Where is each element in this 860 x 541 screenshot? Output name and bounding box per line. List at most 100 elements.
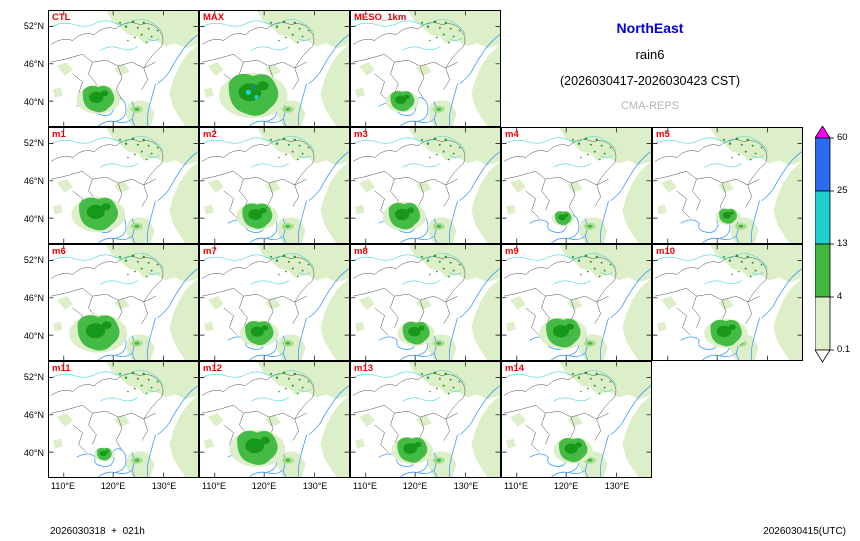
map-graphic — [351, 11, 500, 126]
y-axis-label: 40°N — [23, 330, 44, 341]
precip-blob — [553, 437, 593, 464]
x-axis-label: 130°E — [151, 481, 177, 491]
precip-blob — [76, 85, 121, 114]
map-panel-MAX: MAX — [199, 10, 350, 127]
colorbar-tick-label: 25 — [837, 185, 848, 196]
footer-valid-times: 2026030415(UTC) 2026030423(CST) — [763, 497, 846, 541]
precip-blob — [715, 208, 741, 225]
y-axis-label: 40°N — [23, 447, 44, 458]
x-axis-label: 120°E — [251, 481, 277, 491]
panel-label: m4 — [505, 129, 519, 140]
map-panel-m13: m13 — [350, 361, 501, 478]
map-panel-m9: m9 — [501, 244, 652, 361]
y-axis-label: 52°N — [23, 20, 44, 31]
map-graphic — [351, 128, 500, 243]
map-panel-m3: m3 — [350, 127, 501, 244]
y-axis-label: 52°N — [23, 371, 44, 382]
valid-period: (2026030417-2026030423 CST) — [560, 74, 740, 88]
map-panel-m12: m12 — [199, 361, 350, 478]
precip-blob — [397, 321, 435, 346]
y-axis-label: 46°N — [23, 58, 44, 69]
precip-blob — [69, 314, 128, 353]
x-axis-label: 130°E — [453, 481, 479, 491]
panel-label: MAX — [203, 12, 225, 23]
map-panel-m2: m2 — [199, 127, 350, 244]
precip-blob — [219, 72, 288, 119]
panel-label: m5 — [656, 129, 670, 140]
precip-blob — [539, 317, 588, 350]
map-panel-m4: m4 — [501, 127, 652, 244]
y-axis-label: 52°N — [23, 137, 44, 148]
valid-time-utc: 2026030415(UTC) — [763, 526, 846, 537]
panel-label: m2 — [203, 129, 217, 140]
panel-label: m8 — [354, 246, 368, 257]
x-axis-label: 120°E — [100, 481, 126, 491]
model-name: CMA-REPS — [620, 100, 680, 112]
map-panel-CTL: CTL — [48, 10, 199, 127]
panel-label: m9 — [505, 246, 519, 257]
map-graphic — [200, 128, 349, 243]
panel-label: m6 — [52, 246, 66, 257]
map-graphic — [200, 362, 349, 477]
map-graphic — [49, 11, 198, 126]
map-graphic — [200, 245, 349, 360]
y-axis-label: 46°N — [23, 409, 44, 420]
map-panel-MESO_1km: MESO_1km — [350, 10, 501, 127]
x-axis-label: 110°E — [202, 481, 226, 491]
y-axis-label: 40°N — [23, 213, 44, 224]
panel-label: m12 — [203, 363, 223, 374]
y-axis-label: 40°N — [23, 96, 44, 107]
map-panel-m11: m11 — [48, 361, 199, 478]
colorbar-graphic — [814, 125, 834, 363]
panel-label: m1 — [52, 129, 66, 140]
colorbar: 60 25 13 4 0.1 — [814, 125, 860, 370]
colorbar-tick-label: 0.1 — [837, 344, 851, 355]
map-panel-m14: m14 — [501, 361, 652, 478]
map-graphic — [200, 11, 349, 126]
precip-blob — [239, 320, 279, 347]
panel-label: CTL — [52, 12, 71, 23]
map-graphic — [49, 362, 198, 477]
map-panel-m6: m6 — [48, 244, 199, 361]
precip-blob — [71, 196, 126, 233]
x-axis-label: 110°E — [353, 481, 377, 491]
map-panel-m7: m7 — [199, 244, 350, 361]
footer-init-times: 2026030318 + 021h 2026030402 + 021h — [50, 497, 145, 541]
map-graphic — [351, 245, 500, 360]
map-panel-m8: m8 — [350, 244, 501, 361]
panel-label: m13 — [354, 363, 374, 374]
panel-label: m11 — [52, 363, 71, 374]
x-axis-label: 130°E — [302, 481, 328, 491]
map-panel-m1: m1 — [48, 127, 199, 244]
map-graphic — [49, 128, 198, 243]
panel-label: MESO_1km — [354, 12, 407, 23]
init-time-line-1: 2026030318 + 021h — [50, 526, 145, 537]
x-axis-label: 110°E — [51, 481, 75, 491]
map-graphic — [502, 362, 651, 477]
title-block: NorthEast rain6 (2026030417-2026030423 C… — [540, 20, 760, 112]
precip-blob — [704, 319, 748, 348]
map-graphic — [351, 362, 500, 477]
variable-name: rain6 — [635, 47, 665, 62]
map-panel-m10: m10 — [652, 244, 803, 361]
map-panel-m5: m5 — [652, 127, 803, 244]
map-graphic — [502, 128, 651, 243]
y-axis-label: 46°N — [23, 292, 44, 303]
panel-label: m10 — [656, 246, 676, 257]
x-axis-label: 110°E — [504, 481, 528, 491]
precip-blob — [551, 210, 575, 226]
map-graphic — [502, 245, 651, 360]
precip-blob — [382, 202, 427, 231]
colorbar-tick-label: 4 — [837, 291, 843, 302]
x-axis-label: 120°E — [402, 481, 428, 491]
panel-label: m3 — [354, 129, 368, 140]
colorbar-tick-label: 60 — [837, 132, 848, 143]
panel-label: m7 — [203, 246, 217, 257]
y-axis-label: 46°N — [23, 175, 44, 186]
colorbar-tick-label: 13 — [837, 238, 848, 249]
x-axis-label: 130°E — [604, 481, 630, 491]
precip-blob — [229, 429, 286, 468]
map-graphic — [653, 128, 802, 243]
precip-blob — [391, 436, 433, 465]
